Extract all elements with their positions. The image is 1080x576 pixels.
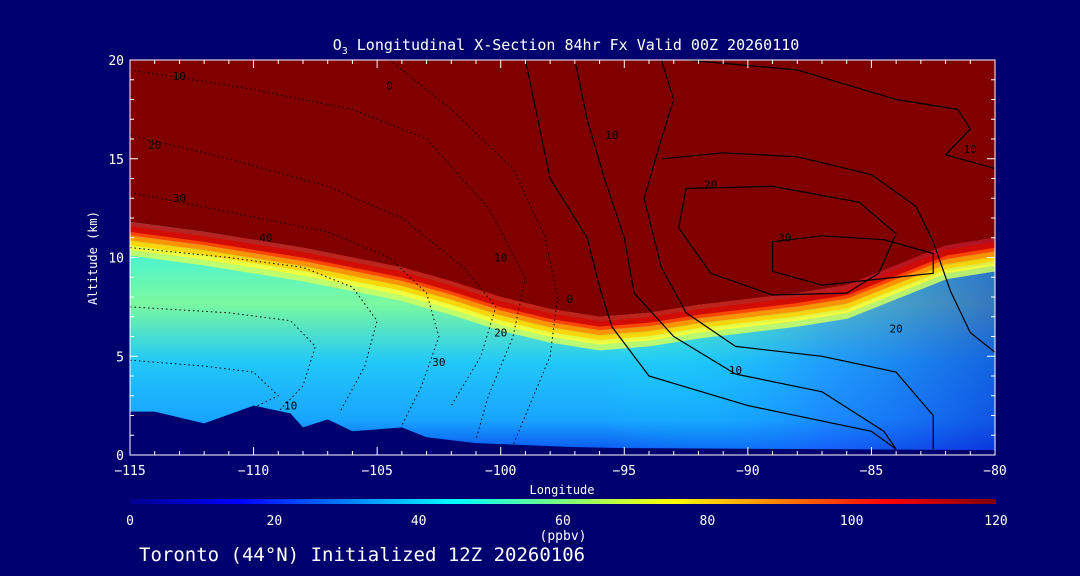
colorbar-tick-label: 60	[555, 514, 571, 529]
colorbar-tick-label: 0	[126, 514, 134, 529]
contour-label: 10	[729, 364, 742, 377]
x-tick-label: −85	[860, 464, 883, 479]
colorbar	[130, 499, 996, 504]
x-axis-label: Longitude	[529, 483, 594, 497]
contour-label: 20	[889, 323, 902, 336]
y-tick-label: 15	[108, 153, 124, 168]
contour-label: 10	[494, 251, 507, 264]
y-tick-label: 5	[116, 350, 124, 365]
tropopause-band-layer	[130, 241, 995, 345]
plot-area: 10 20 30 40 0 10 20 30 10 0 10 20 30 20 10 10	[130, 60, 995, 455]
dotted-contour	[130, 69, 526, 440]
solid-contour	[678, 185, 897, 296]
solid-contour	[643, 60, 934, 450]
contour-label: 10	[964, 143, 977, 156]
tropopause-band-layer	[130, 221, 995, 327]
dotted-contour	[130, 306, 316, 412]
x-axis-ticks: −115 −110 −105 −100 −95 −90 −85 −80	[114, 60, 1007, 479]
dotted-contour	[130, 247, 378, 412]
contour-label: 20	[494, 327, 507, 340]
footer-text: Toronto (44°N) Initialized 12Z 20260106	[139, 544, 585, 566]
colorbar-tick-label: 100	[840, 514, 863, 529]
contour-label: 20	[148, 139, 161, 152]
colorbar-tick-label: 120	[984, 514, 1007, 529]
x-tick-label: −115	[114, 464, 145, 479]
solid-contour	[772, 235, 934, 286]
contour-label: 30	[778, 232, 791, 245]
colorbar-tick-label: 80	[700, 514, 716, 529]
y-axis-label: Altitude (km)	[86, 211, 100, 305]
y-tick-label: 0	[116, 449, 124, 464]
x-tick-label: −100	[485, 464, 516, 479]
x-tick-label: −105	[361, 464, 392, 479]
contour-label: 30	[432, 356, 445, 369]
y-tick-label: 20	[108, 54, 124, 69]
colorbar-label: (ppbv)	[540, 529, 587, 544]
dotted-contour	[389, 60, 559, 446]
x-tick-label: −95	[613, 464, 636, 479]
solid-contour	[574, 60, 897, 450]
dotted-contour	[130, 134, 497, 406]
contour-label: 0	[386, 80, 393, 93]
colorbar-ticks: 0 20 40 60 80 100 120	[126, 514, 1008, 529]
x-tick-label: −80	[983, 464, 1006, 479]
solid-contour	[524, 60, 897, 450]
tropopause-band-layer	[130, 247, 995, 351]
dotted-contour	[130, 191, 440, 426]
contour-label: 40	[259, 232, 272, 245]
contour-label: 10	[605, 129, 618, 142]
contour-label: 30	[173, 192, 186, 205]
terrain	[130, 405, 995, 455]
y-tick-label: 10	[108, 252, 124, 267]
y-axis-ticks: 0 5 10 15 20	[108, 54, 995, 464]
colorbar-tick-label: 20	[267, 514, 283, 529]
contour-labels: 10 20 30 40 0 10 20 30 10 0 10 20 30 20 10 10	[148, 70, 977, 413]
tropopause-band-layer	[130, 236, 995, 340]
x-tick-label: −90	[736, 464, 759, 479]
x-tick-label: −110	[238, 464, 269, 479]
contour-label: 10	[284, 400, 297, 413]
chart-title: O3 Longitudinal X-Section 84hr Fx Valid …	[333, 36, 800, 57]
contour-lines	[130, 60, 995, 450]
dotted-contour	[130, 359, 280, 409]
colorbar-tick-label: 40	[411, 514, 427, 529]
tropopause-band-layer	[130, 231, 995, 336]
solid-contour	[661, 152, 995, 353]
contour-label: 20	[704, 178, 717, 191]
solid-contour	[686, 60, 995, 170]
contour-label: 0	[567, 293, 574, 306]
contour-label: 10	[173, 70, 186, 83]
